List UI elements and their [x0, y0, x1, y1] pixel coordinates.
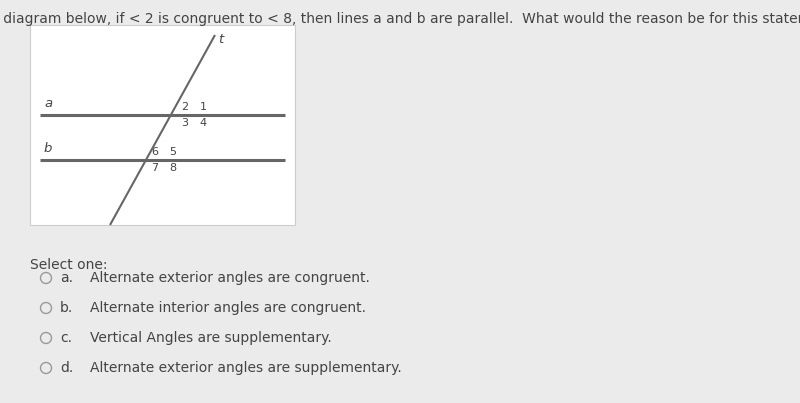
Text: Alternate interior angles are congruent.: Alternate interior angles are congruent. — [90, 301, 366, 315]
Text: In the diagram below, if < 2 is congruent to < 8, then lines a and b are paralle: In the diagram below, if < 2 is congruen… — [0, 12, 800, 26]
Text: 7: 7 — [151, 163, 158, 173]
Text: Alternate exterior angles are supplementary.: Alternate exterior angles are supplement… — [90, 361, 402, 375]
Text: 3: 3 — [182, 118, 189, 128]
Text: a: a — [44, 97, 52, 110]
Text: Alternate exterior angles are congruent.: Alternate exterior angles are congruent. — [90, 271, 370, 285]
Text: Vertical Angles are supplementary.: Vertical Angles are supplementary. — [90, 331, 332, 345]
Text: b: b — [44, 142, 52, 155]
Bar — [30, 25, 295, 225]
Text: c.: c. — [60, 331, 72, 345]
Text: t: t — [218, 33, 223, 46]
Text: Select one:: Select one: — [30, 258, 107, 272]
Text: b.: b. — [60, 301, 74, 315]
Text: d.: d. — [60, 361, 74, 375]
Text: 4: 4 — [199, 118, 206, 128]
Text: 2: 2 — [182, 102, 189, 112]
Text: 1: 1 — [199, 102, 206, 112]
Text: 5: 5 — [170, 147, 177, 157]
Text: a.: a. — [60, 271, 73, 285]
Text: 6: 6 — [151, 147, 158, 157]
Text: 8: 8 — [170, 163, 177, 173]
